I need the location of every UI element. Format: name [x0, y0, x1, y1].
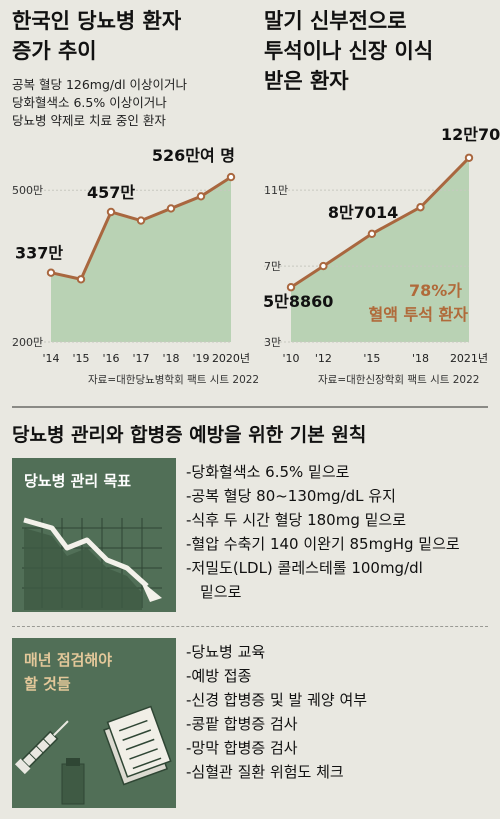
data-point — [166, 204, 176, 213]
data-label: 12만7068명 — [441, 125, 500, 144]
annual-item: -예방 접종 — [186, 667, 252, 685]
right-title-line-3: 받은 환자 — [264, 69, 349, 93]
left-subtitle-line-1: 공복 혈당 126mg/dl 이상이거나 — [12, 77, 188, 92]
right-title-line-1: 말기 신부전으로 — [264, 9, 407, 33]
left-subtitle-line-3: 당뇨병 약제로 치료 중인 환자 — [12, 113, 166, 128]
x-tick-label: '12 — [315, 352, 332, 365]
left-title-line-2: 증가 추이 — [12, 39, 97, 63]
x-tick-label: 2021년 — [450, 352, 488, 365]
left-title-line-1: 한국인 당뇨병 환자 — [12, 9, 182, 33]
data-point — [76, 275, 86, 284]
dotted-separator — [12, 626, 488, 627]
goal-item: 밑으로 — [200, 583, 242, 601]
annual-item: -당뇨병 교육 — [186, 643, 266, 661]
data-point — [226, 172, 236, 182]
x-tick-label: 2020년 — [212, 352, 250, 365]
goal-item: -저밀도(LDL) 콜레스테롤 100mg/dl — [186, 559, 423, 577]
goal-item: -당화혈색소 6.5% 밑으로 — [186, 463, 350, 481]
data-point — [367, 229, 377, 238]
x-tick-label: '17 — [132, 352, 149, 365]
declining-graph-icon — [22, 517, 162, 610]
annual-label-line-2: 할 것들 — [24, 675, 71, 693]
annual-label-line-1: 매년 점검해야 — [24, 651, 113, 669]
data-label: 8만7014 — [328, 203, 398, 222]
annual-box: 매년 점검해야 할 것들 — [12, 638, 176, 808]
right-chart-title: 말기 신부전으로 투석이나 신장 이식 받은 환자 — [264, 6, 433, 96]
data-label: 5만8860 — [263, 292, 333, 311]
data-point — [106, 207, 116, 217]
annual-list: -당뇨병 교육 -예방 접종 -신경 합병증 및 발 궤양 여부 -콩팥 합병증… — [186, 640, 367, 784]
x-tick-label: '10 — [282, 352, 299, 365]
annual-item: -심혈관 질환 위험도 체크 — [186, 763, 344, 781]
goals-list: -당화혈색소 6.5% 밑으로 -공복 혈당 80~130mg/dL 유지 -식… — [186, 460, 460, 604]
annual-item: -망막 합병증 검사 — [186, 739, 298, 757]
annotation-line-2: 혈액 투석 환자 — [369, 305, 469, 324]
data-label: 457만 — [87, 183, 135, 202]
left-source: 자료=대한당뇨병학회 팩트 시트 2022 — [88, 374, 260, 386]
x-tick-label: '15 — [72, 352, 89, 365]
goal-item: -공복 혈당 80~130mg/dL 유지 — [186, 487, 396, 505]
data-label: 526만여 명 — [152, 146, 235, 165]
data-point — [416, 203, 425, 212]
annotation-line-1: 78%가 — [409, 281, 462, 300]
left-chart-title: 한국인 당뇨병 환자 증가 추이 — [12, 6, 181, 66]
data-label: 337만 — [15, 244, 63, 263]
y-tick-label: 200만 — [12, 336, 43, 349]
goals-label: 당뇨병 관리 목표 — [24, 472, 132, 490]
goal-item: -혈압 수축기 140 이완기 85mgHg 밑으로 — [186, 535, 460, 553]
left-subtitle-line-2: 당화혈색소 6.5% 이상이거나 — [12, 95, 167, 110]
x-tick-label: '15 — [363, 352, 380, 365]
y-tick-label: 3만 — [264, 336, 281, 349]
data-point — [319, 261, 328, 271]
left-area-chart: 500만 200만 '14 '15 '16 '17 '18 '19 2020년 337만 457만 5… — [12, 146, 250, 365]
annual-item: -신경 합병증 및 발 궤양 여부 — [186, 691, 368, 709]
data-point — [136, 216, 146, 225]
checklist-syringe-icon — [14, 705, 172, 805]
data-point — [46, 268, 56, 277]
data-point — [196, 192, 206, 201]
data-point — [464, 153, 474, 162]
goal-item: -식후 두 시간 혈당 180mg 밑으로 — [186, 511, 407, 529]
x-tick-label: '14 — [42, 352, 59, 365]
left-chart-subtitle: 공복 혈당 126mg/dl 이상이거나 당화혈색소 6.5% 이상이거나 당뇨… — [12, 76, 187, 130]
right-source: 자료=대한신장학회 팩트 시트 2022 — [318, 374, 480, 386]
right-area-chart: 11만 7만 3만'10 '12 '15 '18 2021년 5만8860 8만7014 12만7… — [263, 125, 500, 365]
annual-item: -콩팥 합병증 검사 — [186, 715, 298, 733]
x-tick-label: '16 — [102, 352, 119, 365]
data-point — [286, 283, 296, 292]
x-tick-label: '19 — [192, 352, 209, 365]
x-tick-label: '18 — [162, 352, 179, 365]
y-tick-label: 7만 — [264, 260, 281, 273]
y-tick-label: 500만 — [12, 184, 43, 197]
y-tick-label: 11만 — [264, 184, 288, 197]
area-fill — [51, 177, 231, 342]
x-tick-label: '18 — [412, 352, 429, 365]
principles-title: 당뇨병 관리와 합병증 예방을 위한 기본 원칙 — [12, 424, 367, 446]
right-title-line-2: 투석이나 신장 이식 — [264, 39, 434, 63]
section-divider — [12, 406, 488, 408]
goals-box: 당뇨병 관리 목표 — [12, 458, 176, 612]
annual-label: 매년 점검해야 할 것들 — [24, 648, 112, 696]
